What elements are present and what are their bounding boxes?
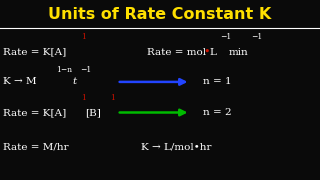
Text: 1: 1 bbox=[82, 33, 86, 41]
Text: K → L/mol•hr: K → L/mol•hr bbox=[141, 142, 211, 151]
Text: −1: −1 bbox=[251, 33, 262, 41]
Text: n = 1: n = 1 bbox=[203, 77, 232, 86]
Text: K → M: K → M bbox=[3, 77, 37, 86]
Text: min: min bbox=[229, 48, 249, 57]
Text: 1: 1 bbox=[82, 94, 86, 102]
Text: t: t bbox=[72, 77, 76, 86]
Text: −1: −1 bbox=[81, 66, 92, 74]
Text: Units of Rate Constant K: Units of Rate Constant K bbox=[48, 7, 272, 22]
Text: n = 2: n = 2 bbox=[203, 108, 232, 117]
Text: 1−n: 1−n bbox=[56, 66, 72, 74]
Text: Rate = K[A]: Rate = K[A] bbox=[3, 48, 67, 57]
Text: Rate = K[A]: Rate = K[A] bbox=[3, 108, 67, 117]
Text: Rate = mol: Rate = mol bbox=[147, 48, 206, 57]
Text: [B]: [B] bbox=[85, 108, 101, 117]
Text: L: L bbox=[210, 48, 216, 57]
Text: 1: 1 bbox=[110, 94, 115, 102]
Text: •: • bbox=[203, 47, 210, 57]
Text: Rate = M/hr: Rate = M/hr bbox=[3, 142, 69, 151]
Text: −1: −1 bbox=[220, 33, 231, 41]
